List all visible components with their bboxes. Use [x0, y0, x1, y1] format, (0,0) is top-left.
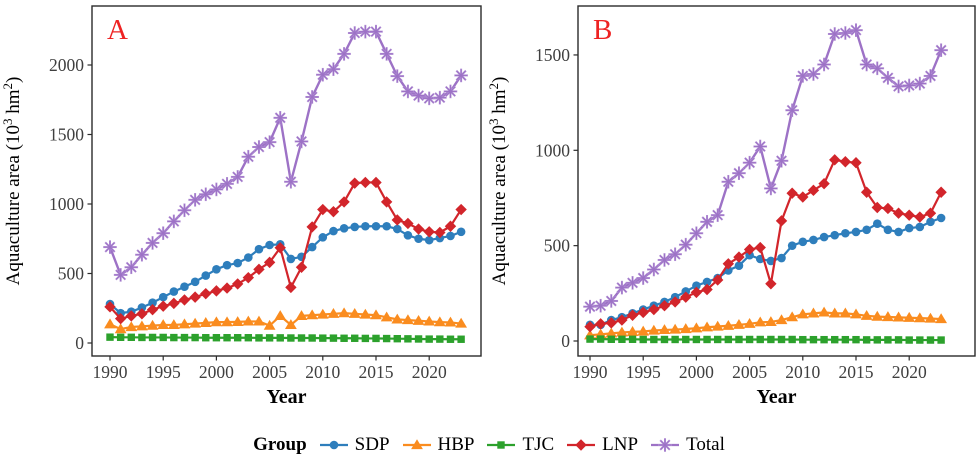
x-tick-label: 2005 — [732, 362, 767, 382]
legend-label: Total — [686, 434, 725, 455]
chart-legend: Group SDP HBP TJC LNP Total — [0, 428, 978, 462]
series-line-lnp — [589, 158, 943, 328]
panel-label: B — [593, 14, 612, 46]
legend-marker-circle-icon — [319, 440, 348, 450]
legend-label: HBP — [437, 434, 475, 455]
x-axis-title: Year — [757, 386, 797, 408]
x-tick-label: 2000 — [679, 362, 714, 382]
series-markers-lnp — [104, 176, 467, 325]
series-markers-tjc — [586, 335, 945, 344]
series-line-hbp — [109, 312, 462, 331]
series-markers-sdp — [105, 221, 466, 318]
x-tick-label: 2005 — [252, 362, 287, 382]
series-markers-hbp — [584, 306, 948, 340]
legend-marker-triangle-icon — [402, 439, 431, 450]
legend-item-sdp: SDP — [318, 434, 390, 456]
x-tick-label: 1995 — [626, 362, 661, 382]
series-line-tjc — [590, 337, 942, 342]
legend-marker-diamond-icon — [567, 439, 596, 451]
legend-item-hbp: HBP — [401, 434, 475, 456]
x-tick-label: 2015 — [839, 362, 874, 382]
series-line-tjc — [109, 336, 462, 341]
series-line-sdp — [109, 225, 462, 315]
series-line-hbp — [589, 311, 942, 337]
x-tick-label: 1995 — [146, 362, 181, 382]
y-tick-label: 0 — [561, 331, 570, 351]
series-markers-hbp — [104, 307, 468, 334]
legend-marker-square-icon — [487, 441, 516, 449]
y-tick-label: 0 — [75, 333, 84, 353]
y-axis-title: Aquaculture area (103 hm2) — [489, 77, 510, 286]
legend-label: TJC — [522, 434, 555, 455]
x-tick-label: 2010 — [785, 362, 820, 382]
x-tick-label: 1990 — [573, 362, 608, 382]
legend-label: LNP — [602, 434, 639, 455]
y-axis-title: Aquaculture area (103 hm2) — [0, 77, 24, 286]
y-tick-label: 500 — [58, 264, 85, 284]
y-tick-label: 1000 — [535, 140, 570, 160]
series-markers-lnp — [584, 154, 947, 333]
x-tick-label: 2000 — [199, 362, 234, 382]
legend-item-tjc: TJC — [485, 434, 554, 456]
legend-item-total: Total — [649, 434, 725, 456]
legend-title: Group — [253, 434, 307, 455]
x-tick-label: 2015 — [359, 362, 394, 382]
panel-label: A — [107, 14, 128, 46]
x-tick-label: 2020 — [412, 362, 447, 382]
y-tick-label: 2000 — [49, 55, 84, 75]
y-tick-label: 500 — [544, 236, 571, 256]
series-line-total — [108, 30, 463, 277]
plot-border — [577, 5, 976, 357]
series-line-sdp — [590, 216, 942, 326]
chart-panels: 1990 1995 2000 2005 2010 2015 2020 0 500 1000 1500… — [0, 5, 976, 408]
y-tick-label: 1500 — [49, 125, 84, 145]
x-tick-label: 1990 — [93, 362, 128, 382]
panel-b-chart: 1990 1995 2000 2005 2010 2015 2020 0 500 1000 1500… — [489, 5, 976, 408]
panel-a-chart: 1990 1995 2000 2005 2010 2015 2020 0 500 1000 1500… — [0, 5, 482, 408]
legend-marker-asterisk-icon — [651, 438, 680, 452]
y-tick-label: 1000 — [49, 194, 84, 214]
series-markers-total — [583, 23, 948, 314]
series-line-lnp — [109, 181, 463, 320]
x-tick-label: 2010 — [305, 362, 340, 382]
legend-label: SDP — [354, 434, 390, 455]
series-markers-tjc — [106, 333, 465, 343]
plot-border — [91, 5, 482, 357]
legend-item-lnp: LNP — [565, 434, 638, 456]
x-tick-label: 2020 — [892, 362, 927, 382]
y-tick-label: 1500 — [535, 45, 570, 65]
series-markers-total — [103, 24, 468, 282]
x-axis-title: Year — [267, 386, 307, 408]
